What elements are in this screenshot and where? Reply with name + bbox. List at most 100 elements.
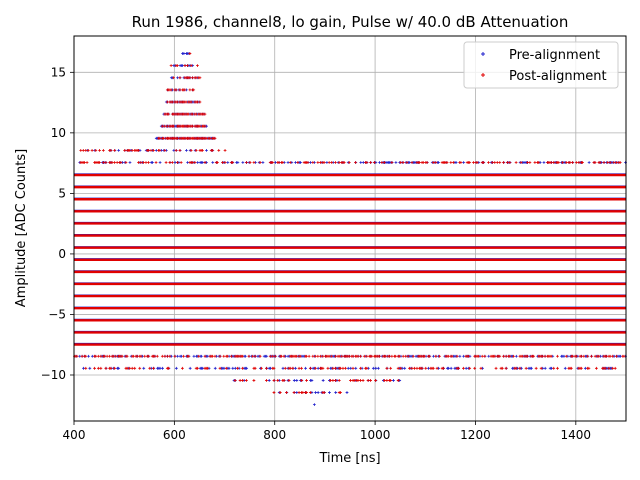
pre-alignment-point [314, 391, 318, 394]
post-alignment-point [571, 161, 574, 164]
pre-alignment-point [245, 366, 249, 370]
post-alignment-point [423, 354, 426, 358]
post-alignment-point [487, 161, 490, 164]
post-alignment-point [179, 161, 183, 164]
post-alignment-point [380, 161, 384, 164]
post-alignment-point [258, 161, 262, 164]
post-alignment-point [79, 149, 83, 152]
post-alignment-point [459, 161, 463, 164]
post-alignment-point [615, 354, 618, 358]
post-alignment-point [494, 366, 498, 370]
post-alignment-point [189, 149, 193, 152]
post-alignment-point [281, 161, 285, 164]
post-alignment-point [525, 161, 529, 164]
post-alignment-point [490, 161, 494, 164]
y-axis-ticks: −10 −5 0 5 10 15 [41, 65, 74, 382]
post-alignment-point [504, 354, 508, 358]
post-alignment-point [148, 366, 152, 370]
post-alignment-point [456, 366, 460, 370]
y-axis-label: Amplitude [ADC Counts] [14, 149, 29, 307]
post-alignment-point [172, 76, 176, 80]
post-alignment-point [394, 354, 398, 358]
post-alignment-point [189, 100, 193, 104]
post-alignment-point [211, 149, 214, 152]
post-alignment-point [455, 354, 459, 358]
post-alignment-point [163, 149, 167, 152]
post-alignment-point [418, 161, 421, 164]
post-alignment-point [238, 379, 242, 382]
pre-alignment-point [346, 366, 350, 370]
post-alignment-point [539, 366, 543, 370]
post-alignment-point [213, 354, 217, 358]
post-alignment-point [253, 366, 257, 370]
post-alignment-point [586, 354, 590, 358]
post-alignment-point [194, 76, 198, 80]
post-alignment-point [188, 52, 192, 55]
post-alignment-point [318, 161, 322, 164]
post-alignment-point [533, 161, 537, 164]
legend-label-post-alignment: Post-alignment [509, 69, 607, 84]
post-alignment-point [194, 112, 198, 116]
post-alignment-point [597, 354, 601, 358]
pre-alignment-point [464, 366, 468, 370]
post-alignment-point [359, 379, 362, 382]
x-axis-ticks: 400 600 800 1000 1200 1400 [63, 421, 591, 442]
post-alignment-point [198, 76, 202, 80]
post-alignment-point [594, 366, 598, 370]
post-alignment-point [81, 149, 85, 152]
post-alignment-point [514, 161, 518, 164]
post-alignment-point [431, 161, 435, 164]
post-alignment-point [251, 354, 255, 358]
post-alignment-point [602, 161, 606, 164]
post-alignment-point [482, 161, 485, 164]
pre-alignment-point [345, 391, 349, 394]
post-alignment-point [334, 161, 337, 164]
post-alignment-point [362, 354, 366, 358]
y-tick-label: 10 [51, 126, 66, 140]
pre-alignment-point [454, 161, 458, 164]
post-alignment-point [413, 366, 416, 370]
post-alignment-point [268, 354, 272, 358]
post-alignment-point [86, 149, 90, 152]
post-alignment-point [593, 161, 597, 164]
post-alignment-point [382, 379, 386, 382]
pre-alignment-point [376, 366, 380, 370]
post-alignment-point [295, 354, 298, 358]
legend-marker-symbol [481, 73, 485, 77]
post-alignment-point [431, 366, 435, 370]
pre-alignment-point [328, 391, 331, 394]
post-alignment-point [472, 161, 475, 164]
pre-alignment-point [542, 161, 546, 164]
post-alignment-point [365, 354, 369, 358]
post-alignment-point [361, 379, 365, 382]
post-alignment-point [564, 161, 568, 164]
post-alignment-point [292, 391, 296, 394]
post-alignment-point [603, 366, 607, 370]
pre-alignment-point [200, 354, 203, 358]
post-alignment-point [451, 161, 455, 164]
post-alignment-point [133, 366, 137, 370]
pre-alignment-point [176, 354, 180, 358]
post-alignment-point [128, 366, 132, 370]
post-alignment-point [84, 366, 88, 370]
post-alignment-point [468, 161, 472, 164]
post-alignment-point [411, 354, 415, 358]
post-alignment-point [155, 354, 159, 358]
post-alignment-point [104, 161, 108, 164]
x-tick-label: 1200 [460, 428, 491, 442]
post-alignment-point [198, 100, 202, 104]
post-alignment-point [110, 161, 114, 164]
pre-alignment-point [151, 161, 154, 164]
post-alignment-point [203, 161, 207, 164]
pre-alignment-point [243, 354, 247, 358]
post-alignment-point [349, 379, 352, 382]
pre-alignment-point [374, 366, 378, 370]
post-alignment-point [241, 379, 245, 382]
post-alignment-point [206, 366, 209, 370]
pre-alignment-point [205, 149, 208, 152]
post-alignment-point [223, 149, 227, 152]
post-alignment-point [221, 161, 224, 164]
post-alignment-point [236, 366, 239, 370]
post-alignment-point [132, 354, 135, 358]
